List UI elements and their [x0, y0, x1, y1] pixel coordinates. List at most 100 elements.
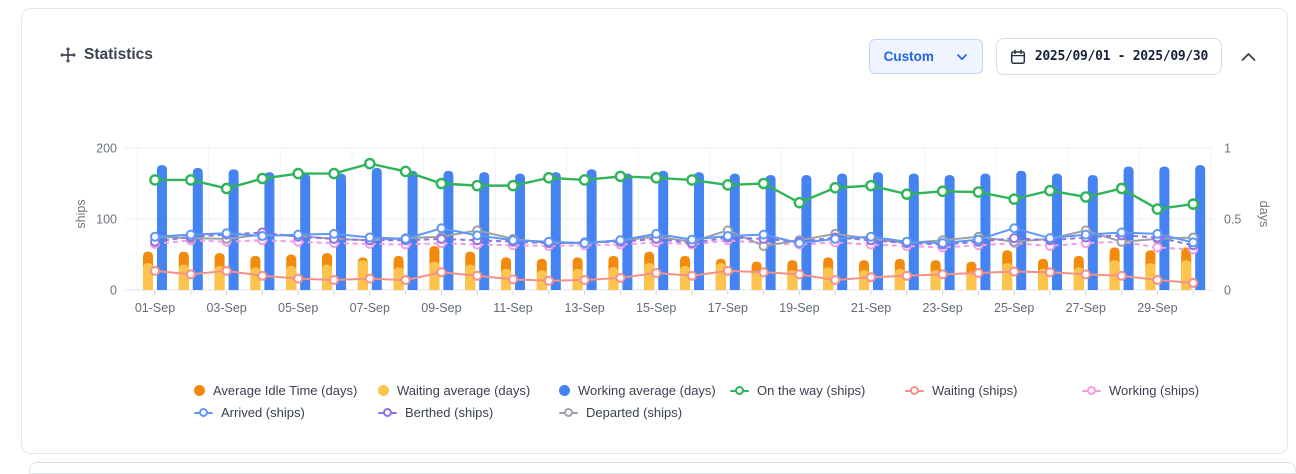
bar-waiting-average[interactable]: [357, 260, 368, 290]
point-on-the-way[interactable]: [972, 186, 985, 198]
point-waiting[interactable]: [937, 269, 948, 280]
bar-waiting-average[interactable]: [322, 264, 332, 290]
point-waiting[interactable]: [651, 267, 662, 278]
legend-item-waiting-average-days[interactable]: Waiting average (days): [378, 383, 559, 398]
point-arrived[interactable]: [508, 235, 518, 246]
point-on-the-way[interactable]: [1151, 203, 1164, 215]
point-waiting[interactable]: [758, 267, 769, 278]
legend-item-departed-ships[interactable]: Departed (ships): [559, 405, 730, 420]
point-arrived[interactable]: [901, 236, 912, 247]
point-on-the-way[interactable]: [793, 196, 806, 209]
point-on-the-way[interactable]: [256, 172, 269, 185]
point-waiting[interactable]: [543, 275, 554, 286]
point-waiting[interactable]: [615, 272, 626, 283]
bar-waiting-average[interactable]: [1145, 263, 1156, 290]
point-on-the-way[interactable]: [829, 181, 842, 194]
point-waiting[interactable]: [185, 269, 196, 280]
point-arrived[interactable]: [758, 229, 769, 240]
point-arrived[interactable]: [579, 238, 590, 249]
point-waiting[interactable]: [722, 265, 733, 276]
statistics-chart[interactable]: 0 0 100 0.5 200 1 ships days 01-Sep 03-Sep 05-Sep 0…: [47, 121, 1296, 331]
point-waiting[interactable]: [794, 269, 805, 280]
legend-item-berthed-ships[interactable]: Berthed (ships): [378, 405, 559, 420]
point-arrived[interactable]: [185, 229, 196, 240]
bar-waiting-average[interactable]: [143, 263, 153, 290]
point-on-the-way[interactable]: [1115, 182, 1128, 195]
bar-working-average[interactable]: [837, 173, 848, 290]
point-arrived[interactable]: [1116, 227, 1127, 238]
point-arrived[interactable]: [293, 229, 304, 240]
bar-working-average[interactable]: [908, 173, 919, 290]
point-arrived[interactable]: [436, 223, 447, 234]
point-on-the-way[interactable]: [865, 179, 877, 192]
point-waiting[interactable]: [1045, 267, 1055, 278]
legend-item-working-average-days[interactable]: Working average (days): [559, 383, 730, 398]
point-waiting[interactable]: [973, 267, 984, 278]
bar-working-average[interactable]: [228, 169, 239, 290]
point-arrived[interactable]: [794, 238, 805, 249]
bar-working-average[interactable]: [980, 173, 991, 290]
bar-waiting-average[interactable]: [393, 267, 404, 290]
point-on-the-way[interactable]: [614, 170, 627, 183]
point-on-the-way[interactable]: [650, 172, 663, 184]
point-on-the-way[interactable]: [1008, 193, 1021, 205]
bar-waiting-average[interactable]: [966, 271, 977, 290]
point-waiting[interactable]: [1009, 266, 1020, 277]
point-arrived[interactable]: [830, 233, 841, 244]
point-waiting[interactable]: [329, 275, 339, 286]
point-arrived[interactable]: [472, 230, 483, 241]
point-arrived[interactable]: [400, 233, 411, 244]
bar-waiting-average[interactable]: [429, 261, 440, 290]
bar-working-average[interactable]: [1195, 165, 1206, 290]
point-waiting[interactable]: [579, 275, 590, 286]
point-arrived[interactable]: [1009, 223, 1020, 234]
bar-working-average[interactable]: [192, 167, 203, 290]
point-waiting[interactable]: [221, 265, 232, 276]
point-waiting[interactable]: [687, 270, 697, 281]
point-working[interactable]: [1152, 242, 1163, 253]
point-waiting[interactable]: [830, 275, 841, 286]
point-on-the-way[interactable]: [686, 174, 698, 186]
bar-waiting-average[interactable]: [1073, 267, 1084, 290]
point-arrived[interactable]: [973, 234, 984, 245]
point-arrived[interactable]: [1045, 233, 1055, 244]
point-arrived[interactable]: [257, 231, 268, 242]
point-waiting[interactable]: [901, 270, 912, 281]
point-on-the-way[interactable]: [1044, 184, 1056, 197]
bar-working-average[interactable]: [944, 174, 955, 290]
point-arrived[interactable]: [722, 231, 733, 242]
point-on-the-way[interactable]: [292, 167, 304, 180]
point-waiting[interactable]: [1152, 275, 1163, 286]
point-on-the-way[interactable]: [184, 174, 197, 186]
bar-working-average[interactable]: [729, 173, 740, 290]
point-on-the-way[interactable]: [399, 165, 412, 178]
point-waiting[interactable]: [1080, 269, 1091, 280]
bar-working-average[interactable]: [371, 167, 382, 290]
range-preset-select[interactable]: Custom: [868, 39, 983, 74]
point-on-the-way[interactable]: [507, 179, 519, 192]
point-arrived[interactable]: [937, 238, 948, 249]
point-berthed[interactable]: [436, 233, 447, 244]
legend-item-waiting-ships[interactable]: Waiting (ships): [905, 383, 1082, 398]
point-waiting[interactable]: [436, 267, 447, 278]
legend-item-on-the-way-ships[interactable]: On the way (ships): [730, 383, 905, 398]
point-arrived[interactable]: [1188, 237, 1199, 248]
bar-waiting-average[interactable]: [1002, 263, 1013, 290]
bar-working-average[interactable]: [157, 165, 167, 290]
point-on-the-way[interactable]: [1187, 198, 1199, 210]
bar-waiting-average[interactable]: [178, 264, 189, 290]
point-on-the-way[interactable]: [328, 167, 340, 180]
point-arrived[interactable]: [543, 236, 554, 247]
bar-working-average[interactable]: [264, 172, 275, 290]
bar-waiting-average[interactable]: [465, 264, 476, 290]
bar-working-average[interactable]: [1159, 166, 1170, 290]
move-icon[interactable]: [59, 46, 77, 64]
bar-waiting-average[interactable]: [644, 263, 655, 290]
bar-waiting-average[interactable]: [680, 265, 690, 290]
bar-waiting-average[interactable]: [250, 267, 261, 290]
point-arrived[interactable]: [364, 232, 375, 243]
point-on-the-way[interactable]: [722, 179, 734, 191]
point-waiting[interactable]: [293, 273, 304, 284]
point-waiting[interactable]: [400, 275, 411, 286]
bar-working-average[interactable]: [550, 172, 561, 290]
